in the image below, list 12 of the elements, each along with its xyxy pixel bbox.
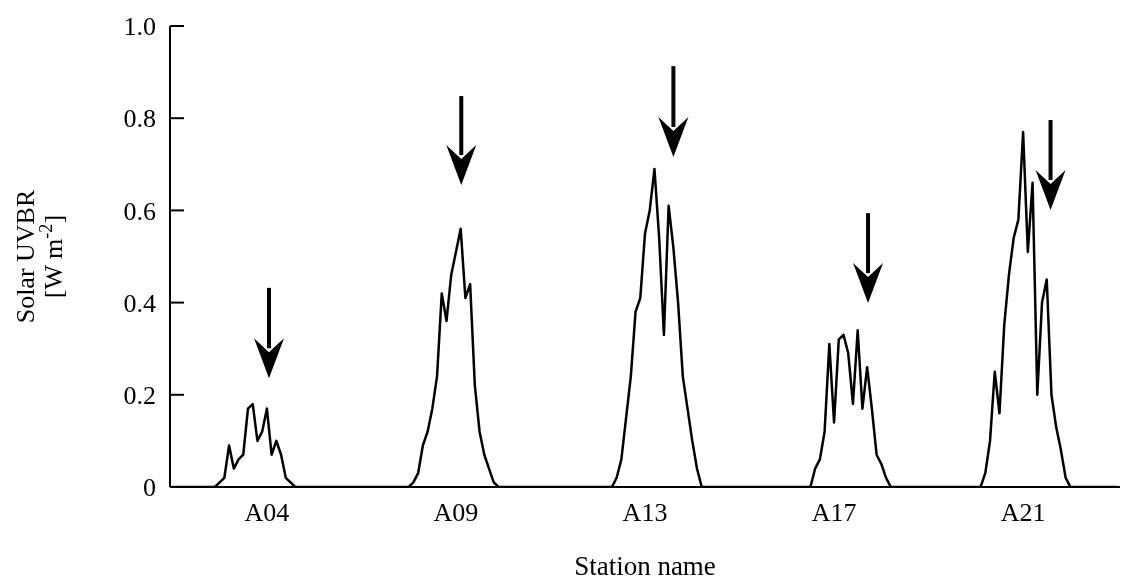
y-tick-label: 0.4 <box>123 288 156 318</box>
y-tick-label: 0.6 <box>123 196 156 226</box>
x-tick-label: A21 <box>1000 498 1046 527</box>
y-tick-label: 0 <box>143 473 156 503</box>
x-axis-title: Station name <box>574 551 716 581</box>
y-tick-label: 1.0 <box>123 12 156 42</box>
x-tick-label: A09 <box>433 498 479 527</box>
x-tick-label: A13 <box>622 498 668 527</box>
y-tick-label: 0.8 <box>123 104 156 134</box>
x-tick-label: A17 <box>811 498 857 527</box>
x-tick-label: A04 <box>244 498 290 527</box>
y-tick-label: 0.2 <box>123 380 156 410</box>
